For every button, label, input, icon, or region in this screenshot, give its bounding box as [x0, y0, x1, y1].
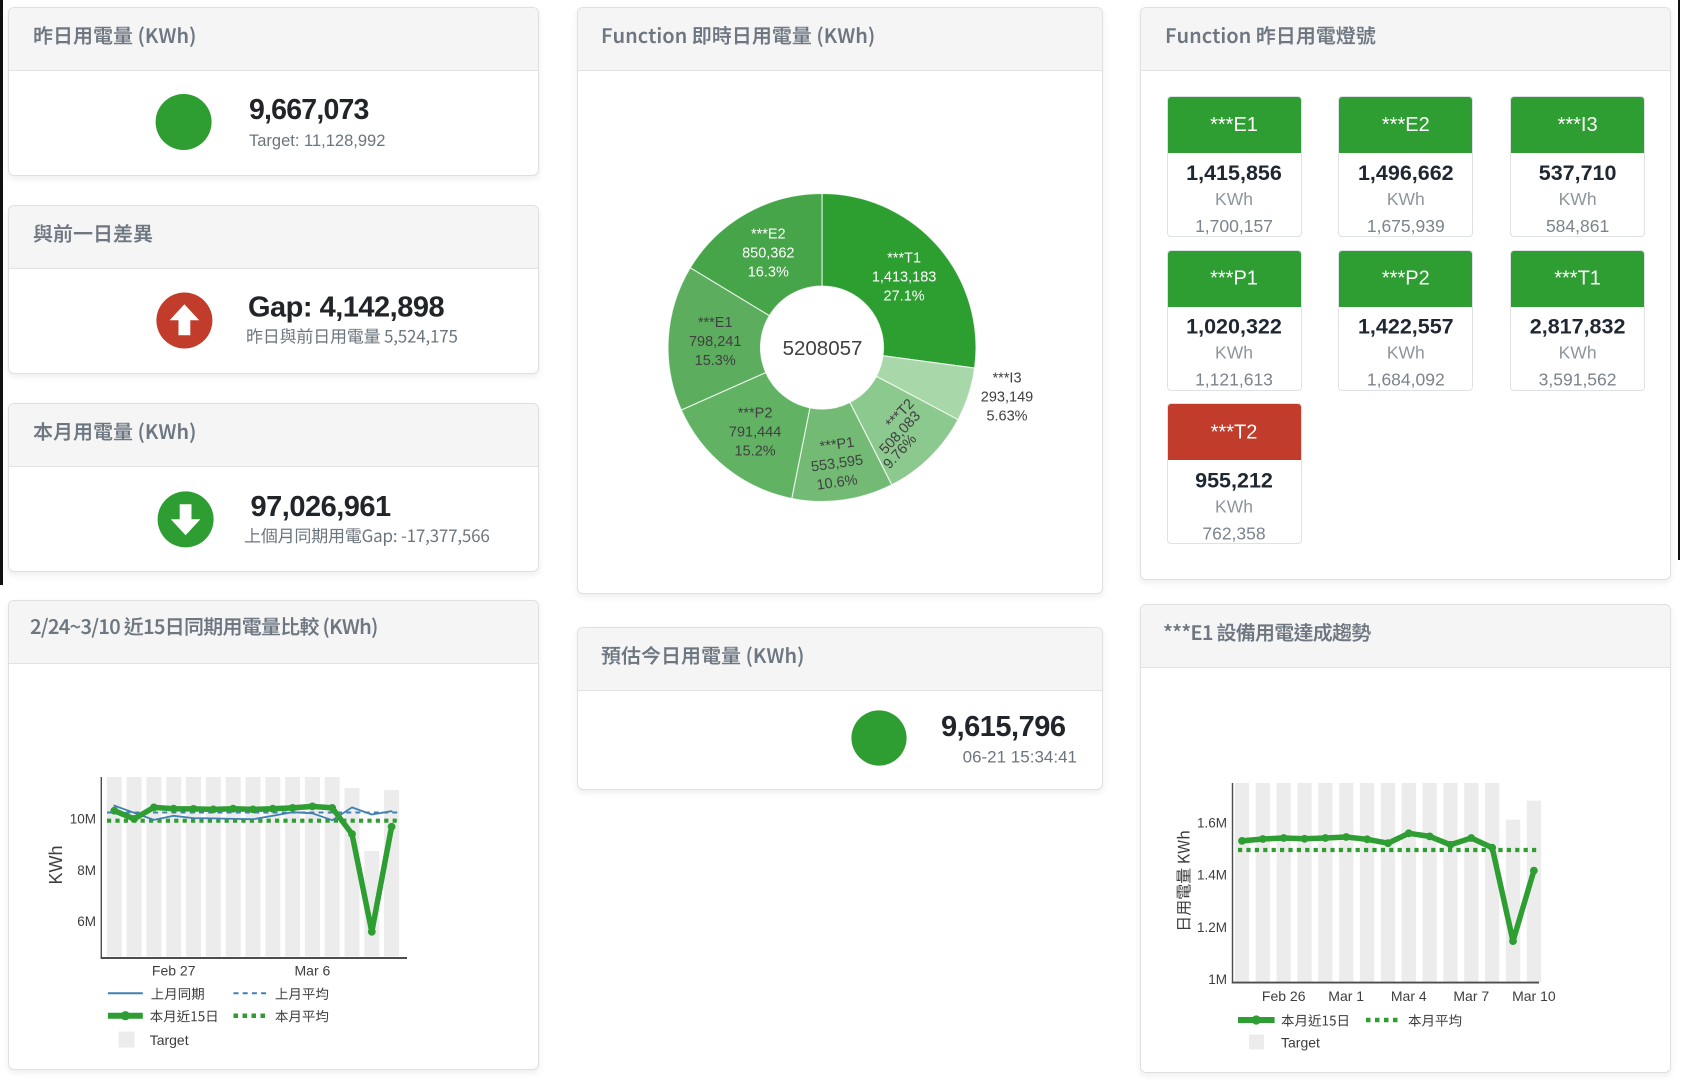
svg-text:6M: 6M [77, 914, 96, 929]
svg-text:1M: 1M [1208, 972, 1227, 987]
svg-text:Target: Target [150, 1032, 189, 1048]
svg-text:15.2%: 15.2% [735, 444, 776, 460]
svg-text:791,444: 791,444 [729, 425, 781, 441]
svg-text:***I3: ***I3 [992, 371, 1021, 387]
svg-text:15.3%: 15.3% [695, 353, 736, 369]
svg-text:***P1: ***P1 [819, 435, 856, 456]
svg-text:1.2M: 1.2M [1197, 920, 1227, 935]
svg-text:8M: 8M [77, 863, 96, 878]
svg-text:***P1: ***P1 [1210, 268, 1258, 290]
svg-text:1,413,183: 1,413,183 [872, 269, 937, 285]
svg-text:06-21 15:34:41: 06-21 15:34:41 [963, 748, 1077, 767]
svg-text:***T2: ***T2 [1211, 421, 1258, 443]
svg-text:Feb 26: Feb 26 [1262, 988, 1306, 1004]
svg-text:5208057: 5208057 [783, 337, 863, 360]
svg-text:1,700,157: 1,700,157 [1195, 216, 1273, 236]
svg-text:584,861: 584,861 [1546, 216, 1609, 236]
svg-text:KWh: KWh [1559, 343, 1597, 363]
svg-text:27.1%: 27.1% [884, 288, 925, 304]
svg-text:3,591,562: 3,591,562 [1539, 370, 1617, 390]
svg-text:10.6%: 10.6% [816, 472, 859, 494]
svg-text:Mar 4: Mar 4 [1391, 988, 1427, 1004]
svg-text:9,615,796: 9,615,796 [941, 711, 1066, 743]
svg-text:293,149: 293,149 [981, 390, 1033, 406]
svg-text:16.3%: 16.3% [748, 265, 789, 281]
svg-text:Mar 1: Mar 1 [1328, 988, 1364, 1004]
svg-text:955,212: 955,212 [1195, 468, 1273, 492]
svg-text:798,241: 798,241 [689, 334, 741, 350]
svg-text:1,422,557: 1,422,557 [1358, 315, 1454, 339]
svg-text:2,817,832: 2,817,832 [1530, 315, 1626, 339]
svg-text:KWh: KWh [1215, 496, 1253, 516]
svg-text:KWh: KWh [1559, 189, 1597, 209]
svg-text:1,020,322: 1,020,322 [1186, 315, 1282, 339]
svg-text:Gap: 4,142,898: Gap: 4,142,898 [248, 291, 444, 323]
svg-text:***T1: ***T1 [1554, 268, 1601, 290]
svg-text:Target: Target [1281, 1035, 1320, 1051]
svg-text:Mar 7: Mar 7 [1453, 988, 1489, 1004]
svg-text:KWh: KWh [46, 845, 66, 884]
svg-text:KWh: KWh [1215, 343, 1253, 363]
svg-text:***I3: ***I3 [1558, 114, 1598, 136]
svg-text:Mar 10: Mar 10 [1512, 988, 1556, 1004]
svg-text:1.6M: 1.6M [1197, 815, 1227, 830]
svg-text:***E1: ***E1 [698, 315, 733, 331]
svg-text:537,710: 537,710 [1539, 161, 1617, 185]
svg-text:5.63%: 5.63% [986, 409, 1027, 425]
svg-text:Target: 11,128,992: Target: 11,128,992 [249, 132, 385, 150]
svg-text:1,415,856: 1,415,856 [1186, 161, 1282, 185]
svg-text:KWh: KWh [1215, 189, 1253, 209]
svg-text:KWh: KWh [1387, 343, 1425, 363]
svg-text:850,362: 850,362 [742, 246, 794, 262]
svg-text:97,026,961: 97,026,961 [251, 491, 392, 523]
svg-text:1,496,662: 1,496,662 [1358, 161, 1454, 185]
svg-text:***E1: ***E1 [1210, 114, 1258, 136]
svg-text:762,358: 762,358 [1202, 523, 1265, 543]
svg-text:1,684,092: 1,684,092 [1367, 370, 1445, 390]
svg-text:Mar 6: Mar 6 [295, 963, 331, 979]
svg-text:***P2: ***P2 [738, 406, 773, 422]
svg-text:553,595: 553,595 [810, 452, 864, 475]
svg-text:9,667,073: 9,667,073 [249, 94, 369, 126]
svg-text:Feb 27: Feb 27 [152, 963, 196, 979]
svg-text:***T1: ***T1 [887, 250, 921, 266]
svg-text:10M: 10M [70, 812, 96, 827]
svg-text:***E2: ***E2 [751, 227, 786, 243]
svg-text:***P2: ***P2 [1382, 268, 1430, 290]
svg-text:KWh: KWh [1387, 189, 1425, 209]
svg-text:1,675,939: 1,675,939 [1367, 216, 1445, 236]
svg-text:***E2: ***E2 [1382, 114, 1430, 136]
svg-text:1,121,613: 1,121,613 [1195, 370, 1273, 390]
svg-text:1.4M: 1.4M [1197, 868, 1227, 883]
